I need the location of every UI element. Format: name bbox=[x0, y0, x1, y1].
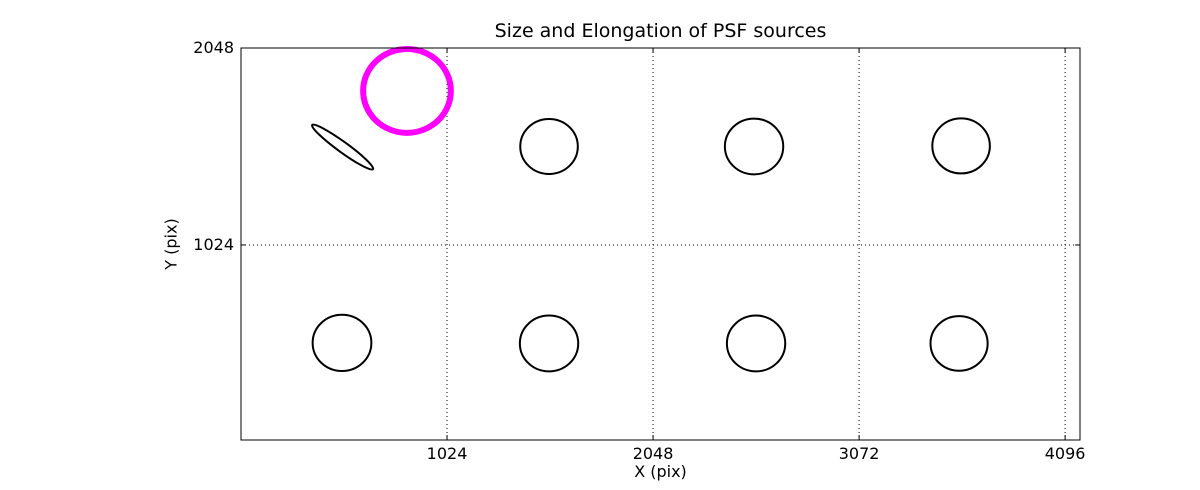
x-tick-label-1024: 1024 bbox=[427, 444, 468, 463]
psf-ellipse-highlighted-large-source bbox=[360, 45, 454, 136]
x-axis-label: X (pix) bbox=[634, 462, 687, 481]
x-tick-label-3072: 3072 bbox=[839, 444, 880, 463]
psf-ellipse-elongated-source bbox=[311, 123, 375, 171]
psf-ellipse-round-source bbox=[725, 314, 787, 373]
psf-ellipse-round-source bbox=[311, 313, 373, 372]
plot-title: Size and Elongation of PSF sources bbox=[494, 20, 827, 42]
psf-ellipse-round-source bbox=[518, 314, 580, 373]
psf-ellipse-round-source bbox=[723, 117, 785, 176]
psf-ellipse-round-source bbox=[929, 315, 989, 372]
x-tick-label-4096: 4096 bbox=[1045, 444, 1086, 463]
psf-ellipse-round-source bbox=[519, 117, 579, 175]
y-tick-label-2048: 2048 bbox=[193, 38, 234, 57]
y-tick-label-1024: 1024 bbox=[193, 235, 234, 254]
axes-spines bbox=[240, 47, 1081, 441]
y-axis-label: Y (pix) bbox=[161, 218, 181, 270]
x-tick-label-2048: 2048 bbox=[633, 444, 674, 463]
psf-ellipse-round-source bbox=[931, 117, 991, 175]
